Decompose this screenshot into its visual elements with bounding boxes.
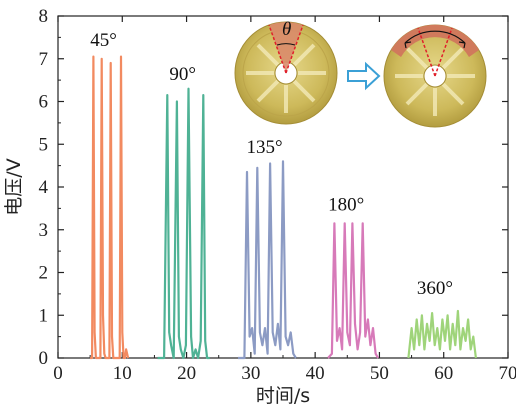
annotation-180: 180° (328, 195, 364, 216)
disc-spokes (246, 43, 326, 113)
annotation-90: 90° (169, 64, 196, 85)
y-tick-label: 7 (39, 49, 49, 70)
y-tick-label: 4 (39, 177, 49, 198)
series-line-0 (90, 55, 130, 360)
arrow-icon (347, 61, 381, 91)
y-tick-label: 8 (39, 6, 49, 27)
inset-disc-right (383, 24, 487, 128)
x-tick-label: 40 (306, 363, 325, 384)
x-axis-label: 时间/s (256, 385, 310, 407)
series-line-3 (327, 222, 380, 359)
y-tick-label: 6 (39, 92, 49, 113)
annotation-360: 360° (417, 278, 453, 299)
series-line-4 (407, 309, 477, 359)
y-tick-label: 3 (39, 220, 49, 241)
annotation-135: 135° (247, 137, 283, 158)
y-axis-label: 电压/V (3, 158, 25, 215)
inset-disc-left: θ (234, 19, 338, 125)
y-tick-label: 5 (39, 134, 49, 155)
theta-label: θ (282, 19, 291, 40)
annotation-45: 45° (90, 30, 117, 51)
x-tick-label: 30 (241, 363, 260, 384)
x-tick-label: 10 (113, 363, 132, 384)
x-tick-label: 70 (499, 363, 516, 384)
y-tick-label: 2 (39, 263, 49, 284)
series-line-1 (157, 87, 210, 360)
y-tick-label: 1 (39, 305, 49, 326)
x-tick-label: 0 (53, 363, 63, 384)
x-tick-label: 20 (177, 363, 196, 384)
x-tick-label: 50 (370, 363, 389, 384)
disc-spokes (395, 46, 475, 116)
series-line-2 (238, 160, 297, 360)
y-tick-label: 0 (39, 348, 49, 369)
x-tick-label: 60 (434, 363, 453, 384)
